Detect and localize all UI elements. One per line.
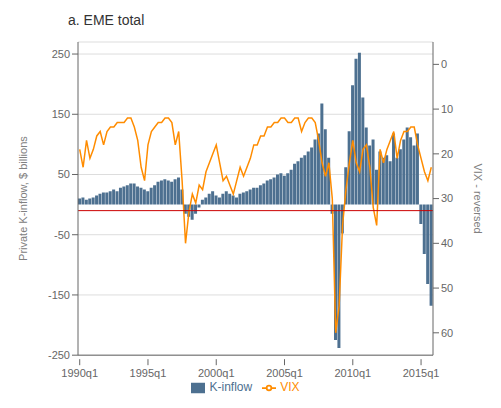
svg-text:30: 30	[441, 192, 453, 204]
svg-text:2015q1: 2015q1	[403, 367, 440, 379]
html-text:a. EME total: a. EME total	[68, 12, 145, 28]
svg-text:1995q1: 1995q1	[130, 367, 167, 379]
html-text:K-inflow: K-inflow	[209, 380, 253, 395]
svg-text:-50: -50	[54, 229, 70, 241]
html-text:VIX: VIX	[280, 380, 300, 395]
svg-text:1990q1: 1990q1	[61, 367, 98, 379]
svg-text:40: 40	[441, 237, 453, 249]
svg-text:250: 250	[52, 48, 70, 60]
svg-text:2005q1: 2005q1	[266, 367, 303, 379]
svg-text:Private K-inflow, $ billions: Private K-inflow, $ billions	[17, 136, 29, 261]
svg-text:VIX - reversed: VIX - reversed	[472, 163, 484, 233]
svg-text:10: 10	[441, 103, 453, 115]
svg-text:-150: -150	[48, 289, 70, 301]
svg-text:2000q1: 2000q1	[198, 367, 235, 379]
svg-text:0: 0	[441, 58, 447, 70]
svg-text:-250: -250	[48, 349, 70, 361]
svg-text:150: 150	[52, 108, 70, 120]
svg-text:60: 60	[441, 327, 453, 339]
svg-text:20: 20	[441, 148, 453, 160]
svg-text:50: 50	[441, 282, 453, 294]
svg-text:50: 50	[58, 168, 70, 180]
svg-text:2010q1: 2010q1	[334, 367, 371, 379]
